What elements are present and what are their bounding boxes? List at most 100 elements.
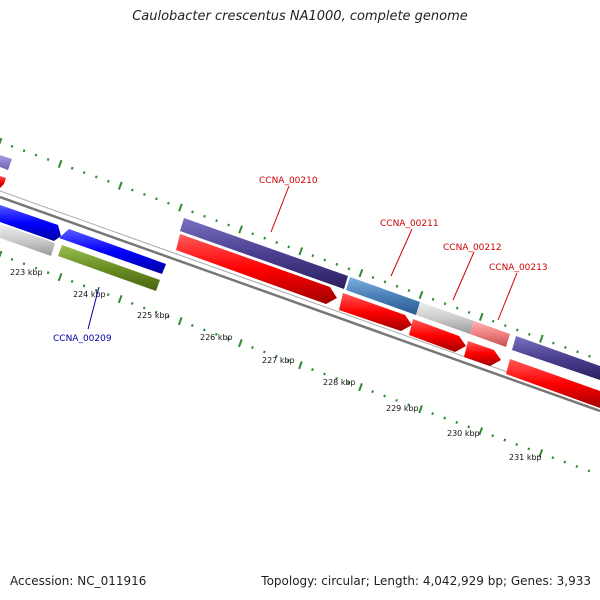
minor-tick [82,171,86,175]
gene-feature [506,359,600,408]
tick-label: 228 kbp [323,378,356,387]
inner-tick-track [0,250,591,473]
gene-feature [180,218,348,289]
major-tick [298,361,303,370]
minor-tick [46,271,50,275]
minor-tick [503,438,507,442]
major-tick [117,181,123,190]
major-tick [358,269,364,278]
minor-tick [34,266,38,270]
major-tick [478,427,484,436]
minor-tick [587,469,591,473]
minor-tick [395,284,399,288]
tick-label: 225 kbp [137,311,170,320]
minor-tick [335,376,338,380]
minor-tick [22,262,26,266]
minor-tick [215,219,218,223]
accession-value: NC_011916 [77,574,147,588]
minor-tick [22,149,26,153]
gene-feature [470,321,510,347]
topology-value: circular [321,574,366,588]
minor-tick [287,245,291,249]
label-leaders [87,185,518,330]
major-tick [358,383,363,392]
minor-tick [287,359,290,363]
minor-tick [94,175,98,179]
major-tick [298,247,304,256]
minor-tick [251,346,254,350]
gene-feature [59,229,166,274]
minor-tick [323,372,326,376]
minor-tick [191,210,194,214]
minor-tick [166,315,170,319]
tick-label: 229 kbp [386,404,419,413]
minor-tick [431,297,435,301]
minor-tick [467,310,471,314]
gene-feature [512,336,600,380]
minor-tick [455,306,459,310]
gene-feature [0,224,55,256]
major-tick [238,339,243,348]
scale-labels: 223 kbp 224 kbp 225 kbp 226 kbp 227 kbp … [10,268,542,462]
gene-feature [416,302,474,334]
minor-tick [323,258,327,262]
minor-tick [383,280,387,284]
minor-tick [407,289,411,293]
minor-tick [10,144,14,148]
gene-feature [339,293,412,331]
major-tick [57,272,63,282]
minor-tick [431,412,434,416]
minor-tick [167,201,170,205]
map-title: Caulobacter crescentus NA1000, complete … [132,9,468,24]
minor-tick [226,337,230,341]
minor-tick [347,381,350,385]
feature-track-bottom [0,205,166,291]
gene-feature [0,205,61,241]
minor-tick [491,434,495,438]
tick-label: 227 kbp [262,356,295,365]
minor-tick [371,276,375,279]
minor-tick [575,465,579,468]
minor-tick [214,332,218,336]
minor-tick [335,262,339,266]
minor-tick [154,310,158,314]
topology-label: Topology: [261,574,318,588]
minor-tick [106,179,110,183]
gene-feature [58,245,160,291]
minor-tick [311,254,315,258]
minor-tick [443,416,447,420]
minor-tick [515,328,519,332]
minor-tick [70,279,74,283]
minor-tick [467,425,471,429]
tick-label: 226 kbp [200,333,233,342]
minor-tick [46,158,50,161]
minor-tick [395,398,398,402]
minor-tick [106,293,110,297]
minor-tick [94,288,98,292]
minor-tick [130,188,134,192]
minor-tick [552,341,555,345]
backbone [0,190,600,413]
tick-label: 230 kbp [447,429,480,438]
minor-tick [347,267,351,271]
gene-feature [409,319,466,352]
minor-tick [551,456,555,460]
feature-track-top [0,155,600,380]
minor-tick [515,443,519,446]
minor-tick [371,390,374,394]
minor-tick [311,368,314,372]
minor-tick [143,192,146,196]
length-value: 4,042,929 bp [422,574,503,588]
gene-label-ccna-00209: CCNA_00209 [53,334,112,344]
minor-tick [564,345,567,349]
major-tick [0,137,3,145]
gene-feature [0,155,12,170]
tick-label: 231 kbp [509,453,542,462]
gene-feature [176,234,337,304]
genes-value: 3,933 [556,574,591,588]
minor-tick [407,403,410,407]
minor-tick [263,236,267,240]
minor-tick [576,350,579,354]
minor-tick [155,197,158,201]
